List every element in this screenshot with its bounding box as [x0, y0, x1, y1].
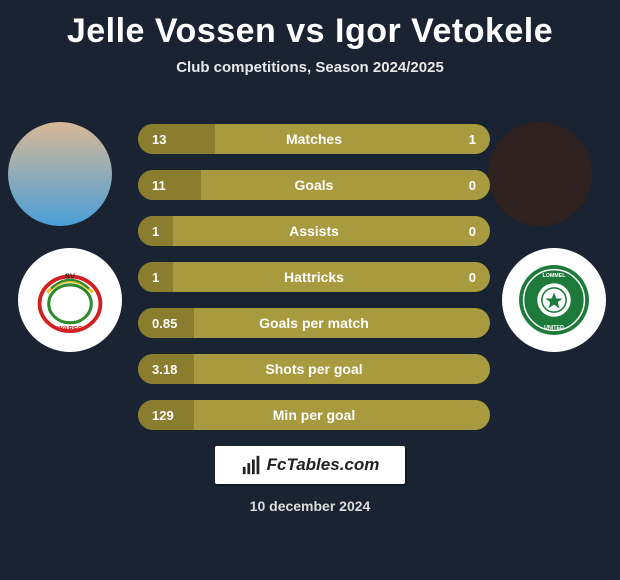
stat-label: Hattricks [284, 269, 344, 285]
stat-row-shots-per-goal: 3.18 Shots per goal [138, 354, 490, 384]
stat-label: Goals per match [259, 315, 369, 331]
stat-value-left: 13 [152, 132, 166, 147]
stat-label: Matches [286, 131, 342, 147]
stat-row-goals: 11 Goals 0 [138, 170, 490, 200]
player-left-avatar [8, 122, 112, 226]
stat-value-right: 0 [469, 224, 476, 239]
stat-row-min-per-goal: 129 Min per goal [138, 400, 490, 430]
stats-container: 13 Matches 1 11 Goals 0 1 Assists 0 1 Ha… [138, 124, 490, 446]
svg-text:WAREG: WAREG [57, 325, 83, 332]
watermark-text: FcTables.com [267, 455, 380, 475]
stat-label: Goals [295, 177, 334, 193]
svg-text:UNITED: UNITED [544, 325, 564, 331]
stat-value-left: 1 [152, 270, 159, 285]
stat-row-hattricks: 1 Hattricks 0 [138, 262, 490, 292]
club-right-badge: LOMMEL UNITED [502, 248, 606, 352]
date-label: 10 december 2024 [250, 498, 371, 514]
stat-fill-left [138, 124, 215, 154]
subtitle: Club competitions, Season 2024/2025 [0, 59, 620, 76]
stat-label: Shots per goal [265, 361, 362, 377]
svg-text:SV: SV [65, 272, 76, 281]
stat-value-right: 0 [469, 178, 476, 193]
page-title: Jelle Vossen vs Igor Vetokele [0, 0, 620, 51]
stat-row-matches: 13 Matches 1 [138, 124, 490, 154]
chart-icon [241, 454, 263, 476]
stat-label: Min per goal [273, 407, 355, 423]
stat-row-assists: 1 Assists 0 [138, 216, 490, 246]
player-right-avatar [488, 122, 592, 226]
club-left-badge: SV WAREG [18, 248, 122, 352]
stat-value-right: 0 [469, 270, 476, 285]
svg-text:LOMMEL: LOMMEL [542, 273, 566, 279]
stat-row-goals-per-match: 0.85 Goals per match [138, 308, 490, 338]
stat-value-left: 3.18 [152, 362, 177, 377]
stat-label: Assists [289, 223, 339, 239]
stat-value-left: 11 [152, 178, 166, 193]
stat-fill-left [138, 170, 201, 200]
watermark[interactable]: FcTables.com [215, 446, 405, 484]
stat-value-left: 0.85 [152, 316, 177, 331]
stat-value-left: 1 [152, 224, 159, 239]
stat-value-right: 1 [469, 132, 476, 147]
stat-value-left: 129 [152, 408, 174, 423]
